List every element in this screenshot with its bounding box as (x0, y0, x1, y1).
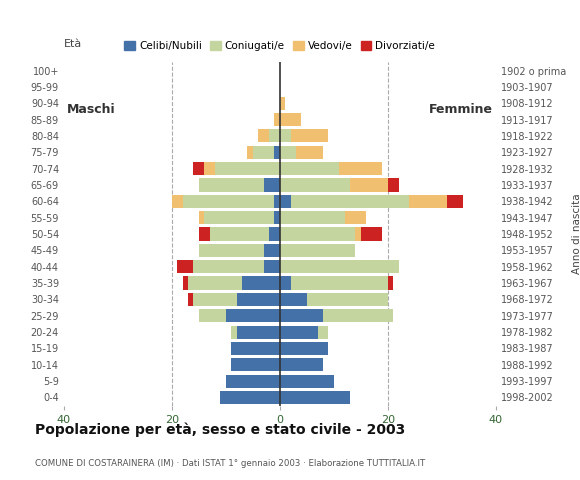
Bar (199, 244, 264, 257)
Bar (280, 179, 350, 192)
Bar (220, 391, 280, 404)
Bar (361, 228, 382, 240)
Bar (269, 130, 280, 143)
Bar (269, 228, 280, 240)
Bar (280, 113, 302, 126)
Bar (280, 276, 291, 289)
Bar (274, 211, 280, 224)
Bar (345, 211, 367, 224)
Bar (231, 358, 280, 372)
Bar (199, 211, 204, 224)
Bar (323, 309, 393, 322)
Bar (215, 162, 280, 175)
Bar (291, 195, 409, 208)
Bar (209, 228, 269, 240)
Bar (280, 358, 323, 372)
Bar (280, 325, 318, 338)
Bar (199, 179, 264, 192)
Bar (280, 391, 350, 404)
Bar (177, 260, 193, 273)
Bar (172, 195, 183, 208)
Bar (280, 244, 356, 257)
Bar (264, 244, 280, 257)
Text: Età: Età (64, 39, 82, 49)
Bar (291, 276, 388, 289)
Bar (199, 309, 226, 322)
Bar (388, 276, 393, 289)
Bar (204, 162, 215, 175)
Bar (264, 260, 280, 273)
Bar (280, 162, 339, 175)
Bar (280, 96, 285, 110)
Bar (193, 293, 237, 306)
Bar (193, 260, 264, 273)
Bar (280, 211, 345, 224)
Bar (447, 195, 463, 208)
Bar (280, 342, 328, 355)
Bar (242, 276, 280, 289)
Bar (280, 195, 291, 208)
Bar (231, 325, 237, 338)
Bar (183, 276, 188, 289)
Bar (280, 293, 307, 306)
Bar (274, 195, 280, 208)
Bar (248, 146, 253, 159)
Bar (350, 179, 388, 192)
Bar (409, 195, 447, 208)
Bar (280, 146, 296, 159)
Bar (226, 309, 280, 322)
Bar (274, 113, 280, 126)
Bar (280, 260, 398, 273)
Bar (226, 374, 280, 388)
Bar (388, 179, 398, 192)
Bar (280, 309, 323, 322)
Text: Popolazione per età, sesso e stato civile - 2003: Popolazione per età, sesso e stato civil… (35, 423, 405, 437)
Bar (280, 228, 356, 240)
Bar (183, 195, 274, 208)
Bar (291, 130, 328, 143)
Bar (188, 293, 193, 306)
Bar (274, 146, 280, 159)
Text: Maschi: Maschi (67, 103, 115, 116)
Bar (307, 293, 388, 306)
Text: Femmine: Femmine (429, 103, 493, 116)
Bar (258, 130, 269, 143)
Bar (339, 162, 382, 175)
Bar (199, 228, 209, 240)
Bar (264, 179, 280, 192)
Bar (188, 276, 242, 289)
Legend: Celibi/Nubili, Coniugati/e, Vedovi/e, Divorziati/e: Celibi/Nubili, Coniugati/e, Vedovi/e, Di… (120, 37, 440, 55)
Bar (253, 146, 274, 159)
Bar (356, 228, 361, 240)
Bar (318, 325, 328, 338)
Bar (280, 130, 291, 143)
Y-axis label: Anno di nascita: Anno di nascita (571, 194, 580, 274)
Bar (237, 325, 280, 338)
Bar (231, 342, 280, 355)
Bar (237, 293, 280, 306)
Bar (296, 146, 323, 159)
Bar (280, 374, 334, 388)
Bar (193, 162, 204, 175)
Bar (204, 211, 274, 224)
Text: COMUNE DI COSTARAINERA (IM) · Dati ISTAT 1° gennaio 2003 · Elaborazione TUTTITAL: COMUNE DI COSTARAINERA (IM) · Dati ISTAT… (35, 458, 425, 468)
